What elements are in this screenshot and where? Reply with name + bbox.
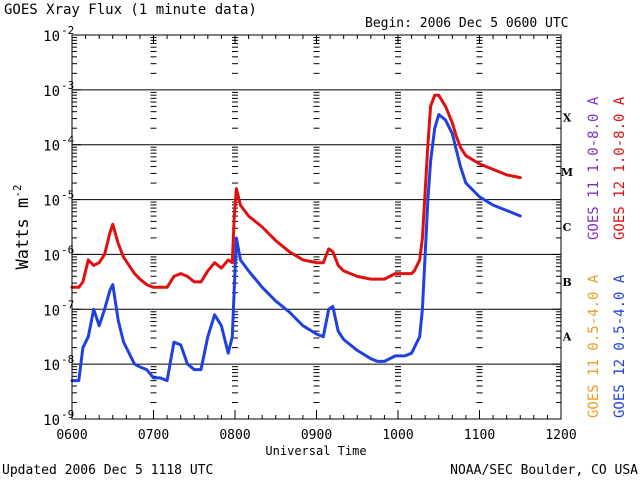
flare-class-X: X	[563, 111, 572, 124]
series-line-0	[70, 113, 522, 383]
y-tick-label: 10	[43, 358, 60, 374]
y-tick-base: 10	[43, 194, 60, 210]
legend-entry: GOES 11 0.5-4.0 A	[586, 274, 602, 418]
y-axis-label: Watts m	[13, 198, 33, 270]
legend: GOES 11 0.5-4.0 A GOES 12 0.5-4.0 A GOES 1…	[586, 96, 628, 418]
flare-class-A: A	[562, 331, 572, 344]
legend-label: GOES 11 1.0-8.0 A	[586, 96, 602, 240]
credit-label: NOAA/SEC Boulder, CO USA	[450, 463, 638, 478]
y-tick-exponent: -8	[61, 353, 74, 366]
y-axis-label-group: Watts m-2	[11, 185, 33, 270]
series-line-1	[70, 93, 522, 289]
y-tick-base: 10	[43, 29, 60, 45]
chart-title: GOES Xray Flux (1 minute data)	[4, 2, 257, 18]
x-tick-label: 1000	[382, 428, 413, 443]
flare-class-M: M	[561, 166, 573, 179]
y-tick-base: 10	[43, 303, 60, 319]
y-tick-exponent: -3	[61, 79, 74, 92]
legend-entry: GOES 12 1.0-8.0 A	[612, 96, 628, 240]
tick-marks	[71, 35, 562, 420]
y-tick-label: 10	[43, 139, 60, 155]
flare-class-B: B	[562, 276, 571, 289]
legend-label: GOES 12 1.0-8.0 A	[612, 96, 628, 240]
y-tick-base: 10	[43, 358, 60, 374]
y-tick-exponent: -9	[61, 408, 74, 421]
legend-entry: GOES 12 0.5-4.0 A	[612, 274, 628, 418]
legend-label: GOES 12 0.5-4.0 A	[612, 274, 628, 418]
y-tick-label: 10	[43, 194, 60, 210]
x-tick-label: 0900	[301, 428, 332, 443]
grid-lines	[72, 89, 561, 365]
y-tick-exponent: -2	[61, 24, 74, 37]
data-series	[70, 93, 522, 383]
y-axis-label-superscript: -2	[11, 185, 24, 198]
x-tick-label: 0600	[56, 428, 87, 443]
y-tick-labels: 10-910-810-710-610-510-410-310-2	[43, 24, 74, 429]
y-tick-label: 10	[43, 84, 60, 100]
legend-entry: GOES 11 1.0-8.0 A	[586, 96, 602, 240]
y-tick-label: 10	[43, 29, 60, 45]
x-axis-label: Universal Time	[265, 444, 366, 458]
x-tick-label: 0700	[138, 428, 169, 443]
x-tick-label: 1100	[464, 428, 495, 443]
y-tick-base: 10	[43, 413, 60, 429]
y-tick-exponent: -6	[61, 243, 74, 256]
updated-label: Updated 2006 Dec 5 1118 UTC	[2, 463, 213, 478]
x-tick-label: 0800	[219, 428, 250, 443]
y-tick-base: 10	[43, 139, 60, 155]
y-tick-exponent: -4	[61, 134, 75, 147]
y-tick-exponent: -5	[61, 189, 74, 202]
legend-label: GOES 11 0.5-4.0 A	[586, 274, 602, 418]
y-tick-label: 10	[43, 413, 60, 429]
begin-label: Begin: 2006 Dec 5 0600 UTC	[365, 16, 569, 31]
flare-class-C: C	[563, 221, 572, 234]
y-tick-label: 10	[43, 303, 60, 319]
flare-class-labels: A B C M X	[561, 111, 573, 343]
y-tick-base: 10	[43, 84, 60, 100]
x-tick-labels: 0600 0700 0800 0900 1000 1100 1200	[56, 428, 576, 443]
y-tick-exponent: -7	[61, 298, 74, 311]
svg-text:Watts m-2: Watts m-2	[11, 185, 33, 270]
y-tick-label: 10	[43, 248, 60, 264]
x-tick-label: 1200	[545, 428, 576, 443]
y-tick-base: 10	[43, 248, 60, 264]
plot-frame	[71, 34, 562, 420]
